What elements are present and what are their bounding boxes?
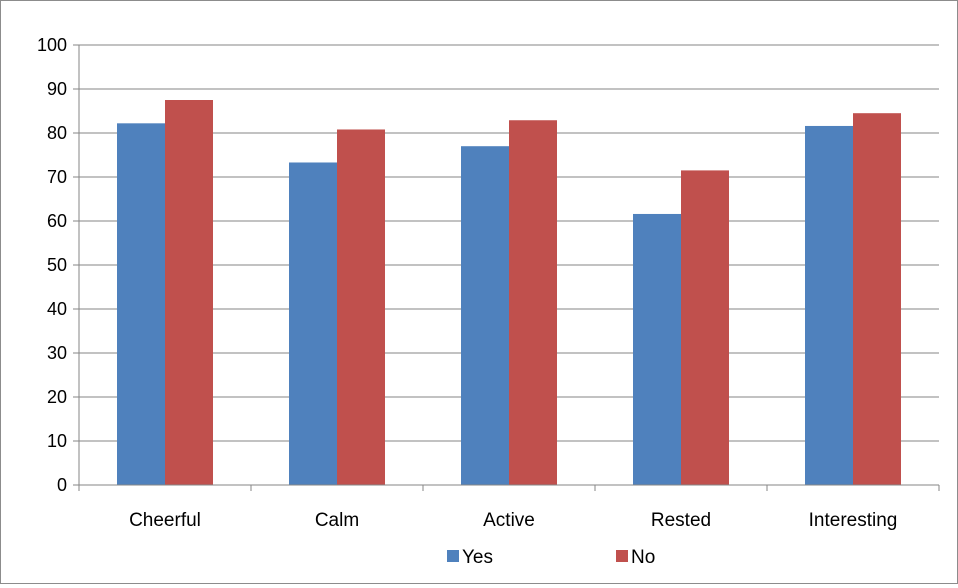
y-tick-label: 10 [47, 431, 67, 451]
bar-yes-cheerful [117, 123, 165, 485]
bar-no-active [509, 120, 557, 486]
bar-yes-rested [633, 213, 681, 485]
bar-no-cheerful [165, 100, 213, 485]
y-tick-label: 30 [47, 343, 67, 363]
x-tick-label: Interesting [809, 510, 898, 531]
y-tick-label: 40 [47, 299, 67, 319]
y-tick-label: 90 [47, 79, 67, 99]
x-tick-label: Calm [315, 510, 359, 531]
y-tick-label: 60 [47, 211, 67, 231]
legend-swatch-no [616, 550, 628, 562]
x-tick-label: Active [483, 510, 535, 531]
legend-swatch-yes [447, 550, 459, 562]
bars [117, 100, 901, 486]
legend: Yes No [447, 547, 655, 568]
y-tick-label: 100 [37, 35, 67, 55]
bar-no-calm [337, 129, 385, 486]
y-tick-label: 70 [47, 167, 67, 187]
bar-yes-active [461, 146, 509, 485]
x-tick-label: Cheerful [129, 510, 201, 531]
bar-no-rested [681, 170, 729, 485]
legend-label-no: No [631, 547, 655, 568]
axes [73, 44, 940, 491]
bar-yes-interesting [805, 125, 853, 486]
y-tick-label: 80 [47, 123, 67, 143]
bar-no-interesting [853, 113, 901, 485]
x-tick-label: Rested [651, 510, 711, 531]
bar-yes-calm [289, 162, 337, 486]
y-tick-label: 20 [47, 387, 67, 407]
y-tick-label: 0 [57, 475, 67, 495]
legend-label-yes: Yes [462, 547, 493, 568]
axis-labels: 0 10 20 30 40 50 60 70 80 90 100 Cheerful Calm Active… [37, 35, 897, 531]
y-tick-label: 50 [47, 255, 67, 275]
